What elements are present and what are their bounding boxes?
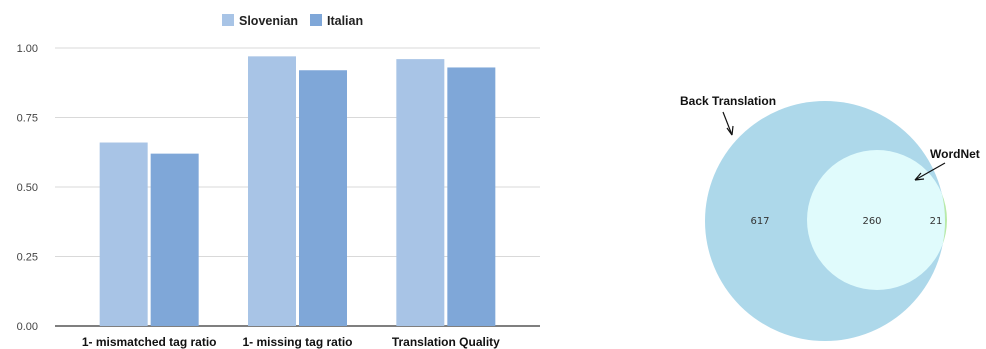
venn-count-wordnet-only: 21 [930, 216, 943, 227]
bar-slovenian-1 [99, 142, 148, 326]
y-tick-label: 1.00 [17, 43, 38, 55]
x-category-label: 1- missing tag ratio [242, 335, 352, 349]
bar-slovenian-3 [396, 59, 445, 327]
arrow-head-wordnet [914, 172, 925, 181]
venn-label-back-translation: Back Translation [680, 94, 776, 108]
legend-label-slovenian: Slovenian [239, 14, 298, 28]
y-axis-ticks: 0.00 0.25 0.50 0.75 1.00 [17, 43, 38, 333]
y-tick-label: 0.50 [17, 182, 38, 194]
x-category-label: 1- mismatched tag ratio [82, 335, 217, 349]
venn-diagram: 617 260 21 Back Translation WordNet [680, 94, 980, 341]
x-axis-categories: 1- mismatched tag ratio 1- missing tag ra… [82, 335, 500, 349]
venn-intersection [807, 150, 945, 290]
x-category-label: Translation Quality [392, 335, 500, 349]
arrow-back-translation [722, 111, 733, 136]
venn-count-back-translation-only: 617 [750, 216, 769, 227]
venn-count-both: 260 [862, 216, 881, 227]
bars [99, 56, 496, 327]
y-tick-label: 0.75 [17, 113, 38, 125]
bar-slovenian-2 [248, 56, 296, 327]
legend: Slovenian Italian [222, 14, 363, 28]
bar-italian-1 [150, 153, 199, 326]
legend-swatch-italian [310, 14, 322, 26]
bar-italian-3 [447, 67, 496, 327]
legend-label-italian: Italian [327, 14, 363, 28]
legend-swatch-slovenian [222, 14, 234, 26]
y-tick-label: 0.25 [17, 252, 38, 264]
bar-italian-2 [299, 70, 347, 327]
arrow-head-back-translation [726, 125, 734, 136]
arrow-wordnet [914, 162, 946, 181]
y-tick-label: 0.00 [17, 321, 38, 333]
bar-chart: 0.00 0.25 0.50 0.75 1.00 1- mismatched tag r… [17, 14, 540, 349]
venn-label-wordnet: WordNet [930, 147, 980, 161]
